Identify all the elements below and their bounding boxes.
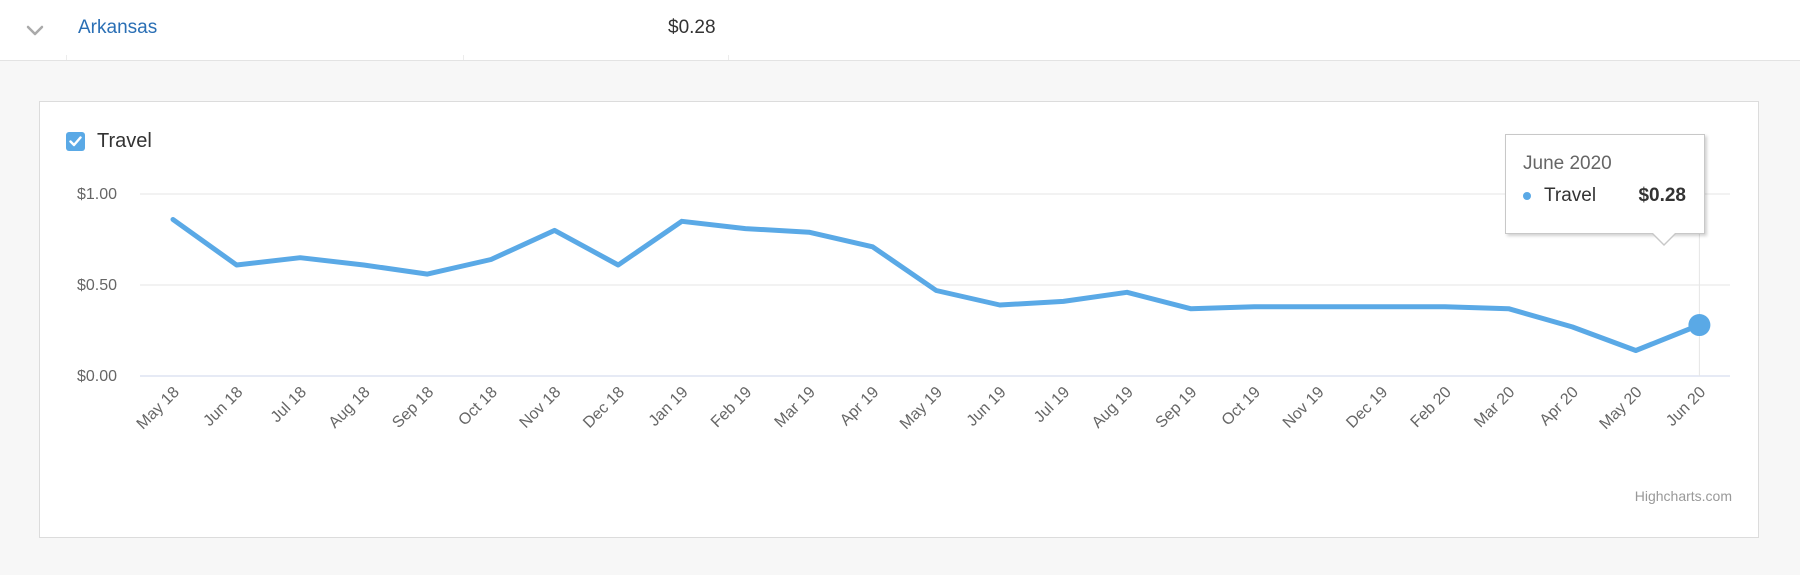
legend-checkbox[interactable] (66, 132, 85, 151)
state-link[interactable]: Arkansas (78, 17, 158, 38)
x-tick-label: Apr 20 (1537, 384, 1582, 429)
x-tick-label: May 18 (134, 384, 183, 433)
row-value: $0.28 (668, 17, 716, 38)
column-divider (66, 55, 67, 60)
x-tick-label: Aug 18 (326, 384, 374, 432)
x-tick-label: Jun 19 (964, 384, 1010, 430)
tooltip-title: June 2020 (1523, 153, 1612, 174)
x-tick-label: Feb 19 (708, 384, 755, 431)
x-tick-label: May 20 (1597, 384, 1646, 433)
x-tick-label: Jul 19 (1031, 384, 1073, 426)
x-tick-label: Mar 19 (772, 384, 819, 431)
x-tick-label: Mar 20 (1471, 384, 1518, 431)
credits-label: Highcharts.com (1635, 488, 1732, 504)
x-tick-label: Nov 18 (517, 384, 565, 432)
highlighted-point (1688, 314, 1711, 337)
x-tick-label: May 19 (897, 384, 946, 433)
tooltip-series-marker (1523, 192, 1531, 200)
x-tick-label: Oct 18 (455, 384, 500, 429)
x-tick-label: Jul 18 (268, 384, 310, 426)
chevron-down-icon (26, 25, 44, 36)
tooltip-series-name: Travel (1544, 185, 1597, 206)
y-tick-label: $0.00 (77, 368, 117, 385)
x-tick-label: Dec 19 (1343, 384, 1391, 432)
x-tick-label: Aug 19 (1089, 384, 1137, 432)
legend-label: Travel (97, 130, 152, 152)
tooltip-value: $0.28 (1638, 185, 1686, 206)
y-tick-label: $1.00 (77, 186, 117, 203)
table-row: Arkansas $0.28 (0, 0, 1800, 61)
chart-tooltip: June 2020 Travel $0.28 (1505, 134, 1705, 246)
column-divider (728, 55, 729, 60)
x-tick-label: Dec 18 (580, 384, 628, 432)
expand-row-button[interactable] (22, 18, 48, 44)
x-tick-label: Apr 19 (837, 384, 882, 429)
legend-item-travel[interactable]: Travel (66, 130, 152, 153)
x-tick-label: Oct 19 (1219, 384, 1264, 429)
checkmark-icon (69, 136, 82, 147)
chart-panel: $0.00 $0.50 $1.00 May 18 Jun 18 Jul 18 Aug 18 S… (39, 101, 1759, 538)
x-tick-label: Jun 18 (200, 384, 246, 430)
y-tick-label: $0.50 (77, 277, 117, 294)
x-tick-label: Jan 19 (646, 384, 692, 430)
x-tick-label: Feb 20 (1408, 384, 1455, 431)
x-tick-label: Sep 18 (389, 384, 437, 432)
x-tick-label: Nov 19 (1280, 384, 1328, 432)
column-divider (463, 55, 464, 60)
line-chart: $0.00 $0.50 $1.00 May 18 Jun 18 Jul 18 Aug 18 S… (77, 186, 1732, 504)
x-tick-label: Jun 20 (1663, 384, 1709, 430)
series-line-travel (170, 217, 1702, 353)
tooltip-arrow-fill (1653, 233, 1675, 244)
x-tick-label: Sep 19 (1153, 384, 1201, 432)
